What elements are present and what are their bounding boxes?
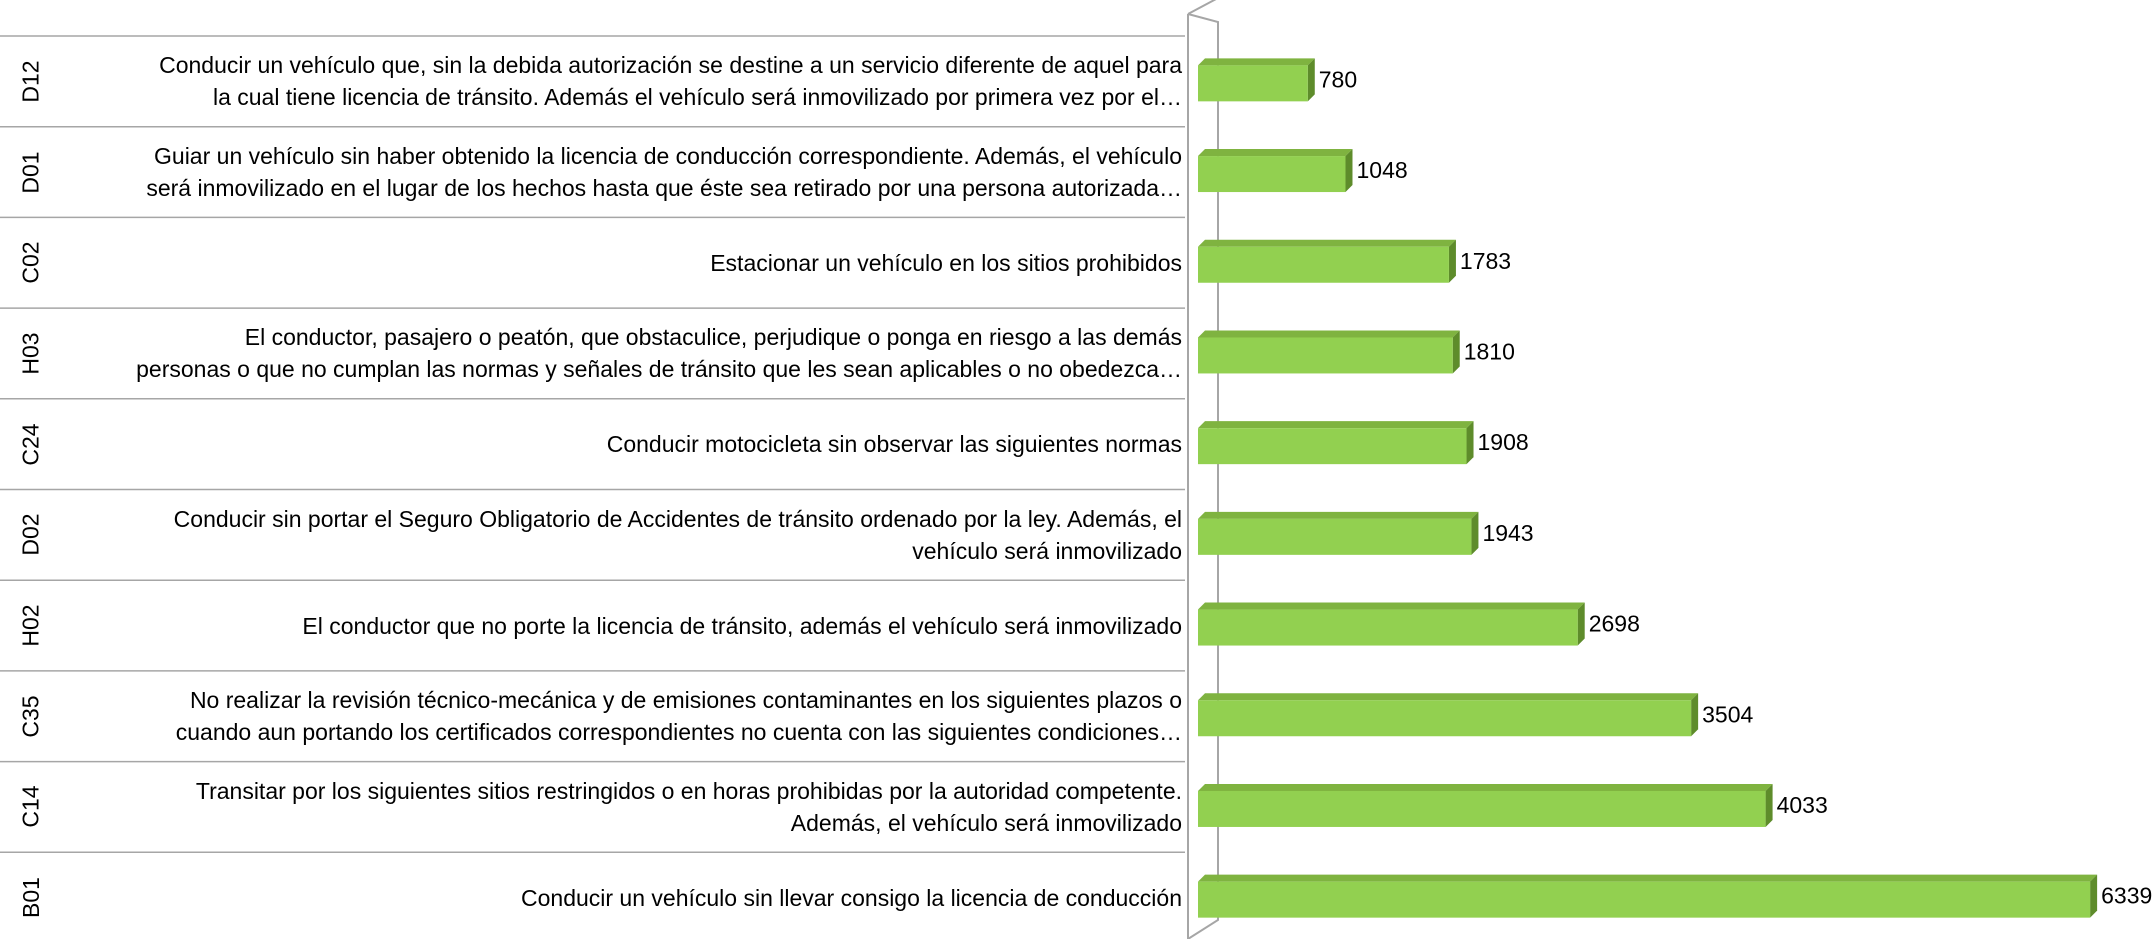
code-text: C35	[17, 695, 44, 738]
bar-top	[1198, 421, 1474, 429]
category-label: Conducir motocicleta sin observar las si…	[606, 431, 1182, 458]
bar-side	[2090, 874, 2098, 918]
code-text: B01	[17, 877, 44, 919]
bar	[1198, 156, 1346, 193]
data-label: 6339	[2101, 883, 2152, 909]
category-label: El conductor que no porte la licencia de…	[302, 612, 1182, 639]
category-code: B01	[0, 852, 62, 939]
data-label: 4033	[1777, 792, 1828, 818]
data-label: 1783	[1460, 248, 1511, 274]
category-label: Conducir sin portar el Seguro Obligatori…	[173, 505, 1182, 564]
bar	[1198, 609, 1578, 646]
bar-side	[1577, 602, 1585, 646]
code-text: D12	[17, 60, 44, 103]
bar-top	[1198, 149, 1353, 157]
axis-wall	[1187, 0, 1217, 15]
bar	[1198, 337, 1453, 374]
data-label: 1943	[1482, 520, 1533, 546]
category-label: No realizar la revisión técnico-mecánica…	[175, 687, 1182, 746]
bar	[1198, 428, 1467, 465]
data-label: 1048	[1356, 157, 1407, 183]
bar-side	[1307, 58, 1315, 102]
category-label: Conducir un vehículo que, sin la debida …	[159, 52, 1182, 111]
bar-top	[1198, 693, 1699, 701]
bar	[1198, 881, 2091, 918]
data-label: 2698	[1589, 611, 1640, 637]
bar-top	[1198, 783, 1773, 791]
category-label: Conducir un vehículo sin llevar consigo …	[521, 884, 1182, 911]
bar-side	[1448, 239, 1456, 283]
bar	[1198, 790, 1766, 827]
category-label: El conductor, pasajero o peatón, que obs…	[136, 324, 1182, 383]
code-text: C02	[17, 241, 44, 284]
data-label: 3504	[1702, 701, 1753, 727]
code-text: H03	[17, 332, 44, 375]
code-text: D01	[17, 150, 44, 194]
data-label: 1810	[1464, 339, 1515, 365]
code-text: D02	[17, 513, 44, 556]
bar-side	[1466, 421, 1474, 465]
data-label: 780	[1319, 66, 1357, 92]
bar-side	[1345, 149, 1353, 193]
category-code: D02	[0, 490, 62, 581]
bar-top	[1198, 239, 1456, 247]
bar-side	[1471, 511, 1479, 555]
bar-top	[1198, 58, 1315, 66]
data-label: 1908	[1478, 429, 1529, 455]
category-label: Estacionar un vehículo en los sitios pro…	[710, 249, 1182, 276]
bar-side	[1765, 783, 1773, 827]
bar-side	[1691, 693, 1699, 737]
category-code: D12	[0, 36, 62, 127]
bar	[1198, 518, 1472, 555]
code-text: H02	[17, 604, 44, 647]
category-label: Transitar por los siguientes sitios rest…	[195, 777, 1182, 836]
bar-top	[1198, 874, 2098, 882]
bar-top	[1198, 511, 1479, 519]
bar-top	[1198, 330, 1460, 338]
category-code: D01	[0, 127, 62, 218]
category-code: C24	[0, 399, 62, 490]
category-code: C14	[0, 762, 62, 853]
axis-wall	[1187, 13, 1219, 939]
bar-top	[1198, 602, 1585, 610]
bar-side	[1452, 330, 1460, 374]
bar	[1198, 65, 1308, 102]
code-text: C24	[17, 423, 44, 466]
category-code: C02	[0, 217, 62, 308]
bar	[1198, 700, 1692, 737]
category-code: H02	[0, 580, 62, 671]
category-code: C35	[0, 671, 62, 762]
category-code: H03	[0, 308, 62, 399]
bar	[1198, 246, 1449, 283]
code-text: C14	[17, 785, 44, 829]
category-label: Guiar un vehículo sin haber obtenido la …	[146, 143, 1182, 202]
